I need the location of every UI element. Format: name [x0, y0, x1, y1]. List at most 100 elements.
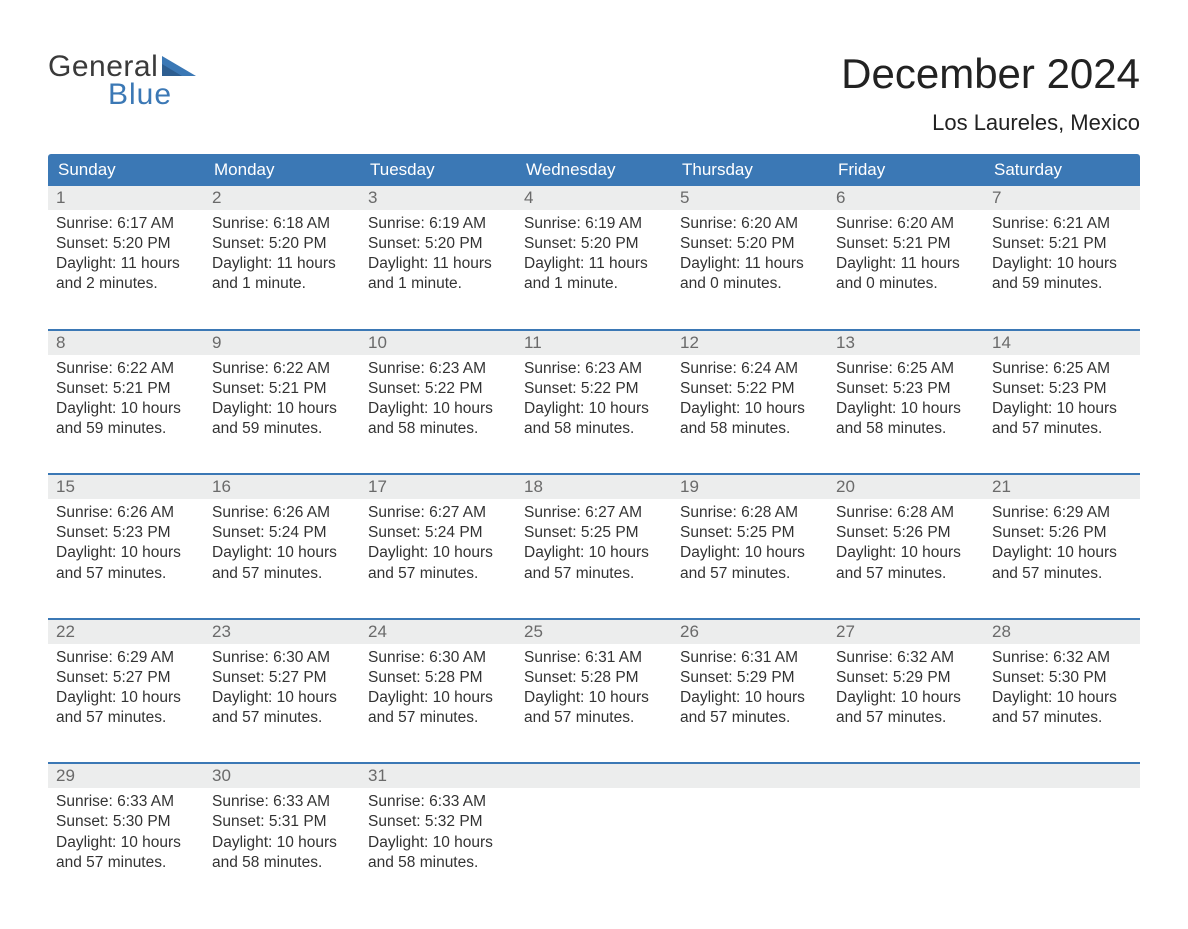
sunset-line: Sunset: 5:21 PM: [56, 379, 196, 399]
day-cell: Sunrise: 6:17 AMSunset: 5:20 PMDaylight:…: [48, 210, 204, 301]
day-cell: Sunrise: 6:32 AMSunset: 5:29 PMDaylight:…: [828, 644, 984, 735]
sunrise-line: Sunrise: 6:31 AM: [680, 648, 820, 668]
daylight-line1: Daylight: 10 hours: [992, 543, 1132, 563]
day-number: 12: [672, 331, 828, 355]
sunrise-line: Sunrise: 6:17 AM: [56, 214, 196, 234]
sunset-line: Sunset: 5:22 PM: [524, 379, 664, 399]
day-number: 16: [204, 475, 360, 499]
day-number: 18: [516, 475, 672, 499]
daylight-line1: Daylight: 10 hours: [680, 399, 820, 419]
daylight-line1: Daylight: 10 hours: [992, 399, 1132, 419]
sunrise-line: Sunrise: 6:26 AM: [56, 503, 196, 523]
day-number: 6: [828, 186, 984, 210]
daylight-line2: and 57 minutes.: [836, 564, 976, 584]
sunrise-line: Sunrise: 6:29 AM: [992, 503, 1132, 523]
weekday-cell: Saturday: [984, 154, 1140, 186]
day-cell: Sunrise: 6:22 AMSunset: 5:21 PMDaylight:…: [48, 355, 204, 446]
daylight-line1: Daylight: 11 hours: [212, 254, 352, 274]
sunrise-line: Sunrise: 6:21 AM: [992, 214, 1132, 234]
day-cell: Sunrise: 6:24 AMSunset: 5:22 PMDaylight:…: [672, 355, 828, 446]
day-cell: Sunrise: 6:25 AMSunset: 5:23 PMDaylight:…: [984, 355, 1140, 446]
sunset-line: Sunset: 5:25 PM: [524, 523, 664, 543]
sunrise-line: Sunrise: 6:33 AM: [212, 792, 352, 812]
day-cell: Sunrise: 6:29 AMSunset: 5:27 PMDaylight:…: [48, 644, 204, 735]
day-cell: [984, 788, 1140, 879]
weekday-cell: Monday: [204, 154, 360, 186]
sunset-line: Sunset: 5:20 PM: [56, 234, 196, 254]
sunrise-line: Sunrise: 6:31 AM: [524, 648, 664, 668]
daylight-line2: and 58 minutes.: [836, 419, 976, 439]
daylight-line2: and 57 minutes.: [56, 708, 196, 728]
sunrise-line: Sunrise: 6:30 AM: [368, 648, 508, 668]
day-number: [672, 764, 828, 788]
daylight-line2: and 57 minutes.: [524, 564, 664, 584]
sunset-line: Sunset: 5:20 PM: [524, 234, 664, 254]
daylight-line2: and 0 minutes.: [680, 274, 820, 294]
sunset-line: Sunset: 5:24 PM: [212, 523, 352, 543]
day-number: 5: [672, 186, 828, 210]
day-number: 17: [360, 475, 516, 499]
day-cell: Sunrise: 6:23 AMSunset: 5:22 PMDaylight:…: [360, 355, 516, 446]
day-number: 8: [48, 331, 204, 355]
day-number: 25: [516, 620, 672, 644]
sunrise-line: Sunrise: 6:28 AM: [836, 503, 976, 523]
day-cell: Sunrise: 6:33 AMSunset: 5:31 PMDaylight:…: [204, 788, 360, 879]
daylight-line1: Daylight: 10 hours: [56, 833, 196, 853]
day-cell: Sunrise: 6:30 AMSunset: 5:28 PMDaylight:…: [360, 644, 516, 735]
day-cell: Sunrise: 6:26 AMSunset: 5:23 PMDaylight:…: [48, 499, 204, 590]
sunset-line: Sunset: 5:29 PM: [836, 668, 976, 688]
day-cell: Sunrise: 6:18 AMSunset: 5:20 PMDaylight:…: [204, 210, 360, 301]
daylight-line2: and 58 minutes.: [368, 419, 508, 439]
daylight-line2: and 59 minutes.: [56, 419, 196, 439]
weekday-cell: Wednesday: [516, 154, 672, 186]
title-block: December 2024 Los Laureles, Mexico: [841, 50, 1140, 146]
day-number: 23: [204, 620, 360, 644]
daylight-line2: and 57 minutes.: [992, 564, 1132, 584]
sunrise-line: Sunrise: 6:20 AM: [836, 214, 976, 234]
weekday-cell: Tuesday: [360, 154, 516, 186]
calendar-week: 15161718192021Sunrise: 6:26 AMSunset: 5:…: [48, 473, 1140, 590]
day-number: 20: [828, 475, 984, 499]
sunrise-line: Sunrise: 6:24 AM: [680, 359, 820, 379]
sunrise-line: Sunrise: 6:23 AM: [524, 359, 664, 379]
calendar-week: 22232425262728Sunrise: 6:29 AMSunset: 5:…: [48, 618, 1140, 735]
day-cell: Sunrise: 6:27 AMSunset: 5:24 PMDaylight:…: [360, 499, 516, 590]
sunset-line: Sunset: 5:21 PM: [212, 379, 352, 399]
day-number: 2: [204, 186, 360, 210]
daylight-line1: Daylight: 10 hours: [56, 399, 196, 419]
day-cell: Sunrise: 6:19 AMSunset: 5:20 PMDaylight:…: [360, 210, 516, 301]
sunset-line: Sunset: 5:31 PM: [212, 812, 352, 832]
sunset-line: Sunset: 5:32 PM: [368, 812, 508, 832]
brand-word2: Blue: [108, 78, 196, 112]
daylight-line2: and 57 minutes.: [56, 853, 196, 873]
daylight-line1: Daylight: 10 hours: [368, 399, 508, 419]
daylight-line2: and 57 minutes.: [680, 708, 820, 728]
daylight-line2: and 2 minutes.: [56, 274, 196, 294]
daylight-line1: Daylight: 10 hours: [368, 833, 508, 853]
daylight-line1: Daylight: 10 hours: [212, 833, 352, 853]
day-cell: Sunrise: 6:23 AMSunset: 5:22 PMDaylight:…: [516, 355, 672, 446]
day-number: 30: [204, 764, 360, 788]
sunrise-line: Sunrise: 6:20 AM: [680, 214, 820, 234]
daylight-line1: Daylight: 10 hours: [212, 543, 352, 563]
sunset-line: Sunset: 5:21 PM: [992, 234, 1132, 254]
weekday-header-row: SundayMondayTuesdayWednesdayThursdayFrid…: [48, 154, 1140, 186]
sunrise-line: Sunrise: 6:32 AM: [836, 648, 976, 668]
sunrise-line: Sunrise: 6:27 AM: [524, 503, 664, 523]
daylight-line1: Daylight: 10 hours: [992, 254, 1132, 274]
sunset-line: Sunset: 5:27 PM: [56, 668, 196, 688]
day-number: 9: [204, 331, 360, 355]
day-number: 19: [672, 475, 828, 499]
calendar-week: 293031Sunrise: 6:33 AMSunset: 5:30 PMDay…: [48, 762, 1140, 879]
daylight-line1: Daylight: 11 hours: [524, 254, 664, 274]
day-cell: Sunrise: 6:29 AMSunset: 5:26 PMDaylight:…: [984, 499, 1140, 590]
sunrise-line: Sunrise: 6:29 AM: [56, 648, 196, 668]
daylight-line2: and 57 minutes.: [836, 708, 976, 728]
daylight-line1: Daylight: 10 hours: [368, 688, 508, 708]
day-cell: Sunrise: 6:22 AMSunset: 5:21 PMDaylight:…: [204, 355, 360, 446]
day-number: [516, 764, 672, 788]
day-cell: Sunrise: 6:33 AMSunset: 5:32 PMDaylight:…: [360, 788, 516, 879]
day-number: 21: [984, 475, 1140, 499]
weekday-cell: Thursday: [672, 154, 828, 186]
daylight-line2: and 1 minute.: [368, 274, 508, 294]
